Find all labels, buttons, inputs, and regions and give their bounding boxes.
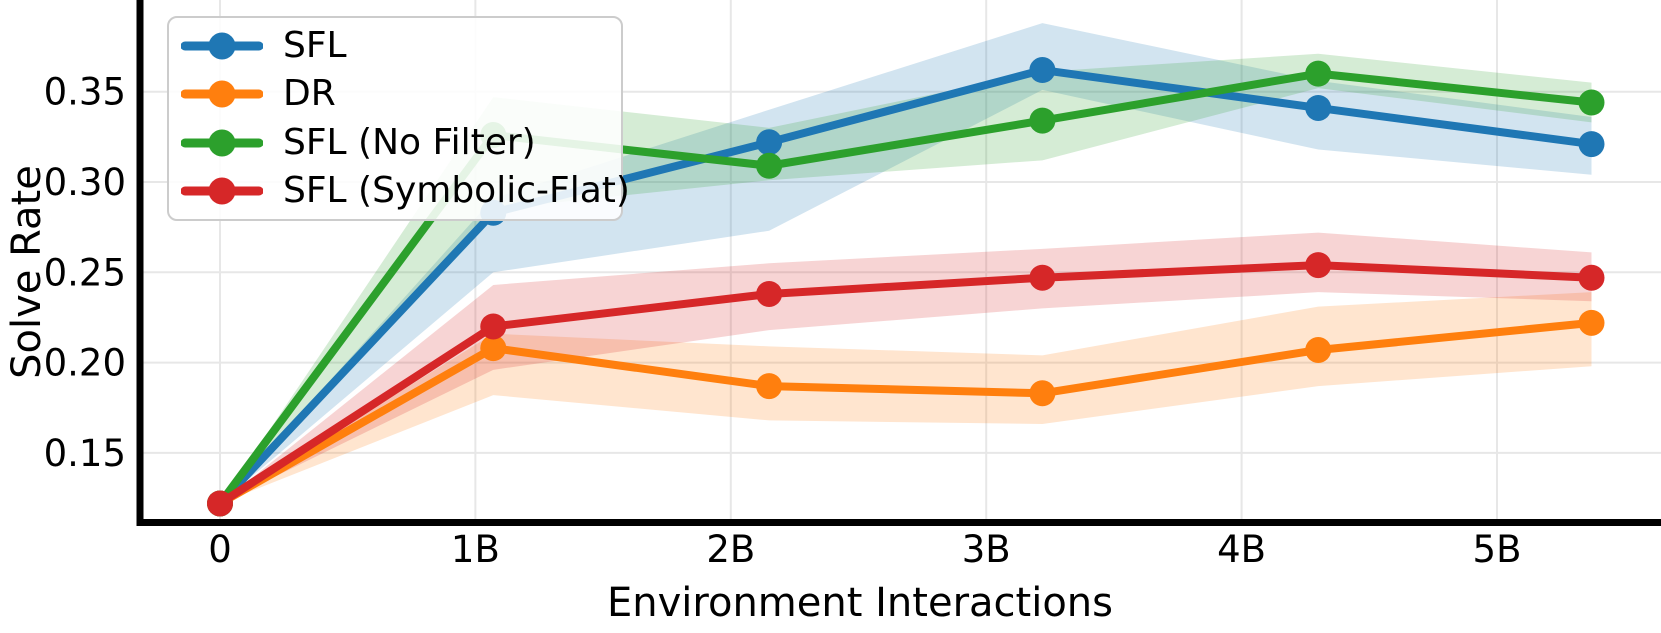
legend-label: SFL (Symbolic-Flat): [283, 169, 630, 211]
legend-line-marker-sample: [181, 129, 263, 157]
y-tick-label: 0.35: [44, 71, 126, 114]
data-point-marker: [1305, 336, 1332, 363]
x-axis-spine: [136, 519, 1661, 526]
data-point-marker: [1578, 264, 1605, 291]
confidence-band: [220, 23, 1592, 504]
legend-item-sfl-symbolic-flat: SFL (Symbolic-Flat): [181, 167, 630, 215]
x-tick-label: 1B: [451, 528, 500, 571]
data-point-marker: [480, 335, 507, 362]
data-point-marker: [207, 490, 233, 517]
legend: SFL DR SFL (No Filter) SFL (Symbolic-Fla…: [167, 16, 630, 221]
series-line: [216, 261, 1596, 508]
data-point-marker: [1578, 89, 1605, 116]
data-point-marker: [1029, 264, 1056, 291]
y-tick-label: 0.15: [44, 432, 126, 475]
data-point-marker: [756, 280, 783, 307]
confidence-band: [220, 292, 1592, 504]
legend-label: SFL (No Filter): [283, 121, 536, 163]
x-tick-label: 2B: [706, 528, 755, 571]
data-point-marker: [1305, 60, 1332, 87]
data-point-marker: [1305, 94, 1332, 121]
legend-line-marker-sample: [181, 80, 263, 108]
x-axis-label: Environment Interactions: [607, 580, 1113, 626]
data-point-marker: [1578, 309, 1605, 336]
data-point-marker: [1578, 131, 1605, 158]
series-line: [216, 318, 1596, 508]
x-tick-label: 0: [208, 528, 232, 571]
series-line: [216, 66, 1596, 508]
legend-item-sfl: SFL: [181, 22, 609, 70]
data-point-marker: [1029, 380, 1056, 407]
data-point-marker: [1029, 107, 1056, 134]
y-tick-label: 0.25: [44, 251, 126, 294]
data-point-marker: [1029, 57, 1056, 84]
y-tick-label: 0.30: [44, 161, 126, 204]
y-axis-spine: [136, 0, 144, 526]
legend-line-marker-sample: [181, 32, 263, 60]
legend-item-dr: DR: [181, 70, 609, 118]
data-point-marker: [1305, 252, 1332, 279]
confidence-band: [220, 232, 1592, 504]
data-point-marker: [756, 152, 783, 179]
legend-label: SFL: [283, 25, 347, 67]
x-tick-label: 4B: [1217, 528, 1266, 571]
legend-item-sfl-no-filter: SFL (No Filter): [181, 119, 609, 167]
y-tick-label: 0.20: [44, 342, 126, 385]
data-point-marker: [480, 313, 507, 340]
x-tick-label: 5B: [1473, 528, 1522, 571]
x-tick-label: 3B: [962, 528, 1011, 571]
data-point-marker: [756, 373, 783, 400]
legend-label: DR: [283, 73, 336, 115]
y-axis-label: Solve Rate: [4, 165, 50, 379]
legend-line-marker-sample: [181, 177, 263, 205]
data-point-marker: [756, 129, 783, 156]
